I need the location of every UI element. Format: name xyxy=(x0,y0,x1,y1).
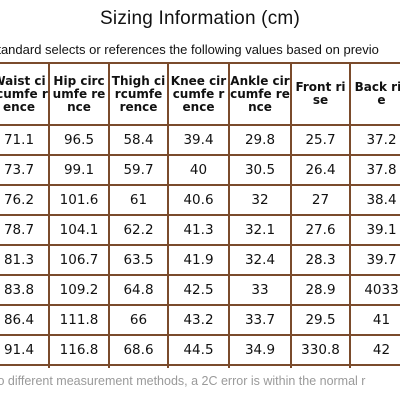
table-cell: 39.4 xyxy=(167,124,230,156)
table-cell: 42.5 xyxy=(167,274,230,306)
header-hip: Hip circumfe rence xyxy=(48,62,110,126)
table-cell: 99.1 xyxy=(48,154,110,186)
table-cell: 34.9 xyxy=(228,334,292,366)
table-cell: 27 xyxy=(290,184,351,216)
sizing-table: Waist circumfe rence Hip circumfe rence … xyxy=(0,62,400,368)
header-knee: Knee circumfe rence xyxy=(167,62,230,126)
header-thigh: Thigh circumfe rence xyxy=(108,62,169,126)
table-cell: 104.1 xyxy=(48,214,110,246)
table-cell: 41 xyxy=(349,304,400,336)
table-cell: 45.7 xyxy=(167,364,230,368)
table-cell: 330.8 xyxy=(290,334,351,366)
table-row: 73.7 99.1 59.7 40 30.5 26.4 37.8 xyxy=(0,154,400,186)
sizing-table-container: Waist circumfe rence Hip circumfe rence … xyxy=(0,62,400,368)
table-cell: 37.2 xyxy=(349,124,400,156)
table-row: 91.4 116.8 68.6 44.5 34.9 330.8 42 xyxy=(0,334,400,366)
header-front-rise: Front rise xyxy=(290,62,351,126)
table-cell: 116.8 xyxy=(48,334,110,366)
table-cell: 29.5 xyxy=(290,304,351,336)
table-row: 83.8 109.2 64.8 42.5 33 28.9 4033 xyxy=(0,274,400,306)
table-cell: 43.2 xyxy=(167,304,230,336)
table-cell: 28.3 xyxy=(290,244,351,276)
table-cell: 32 xyxy=(228,184,292,216)
table-cell: 41.9 xyxy=(167,244,230,276)
table-row: 76.2 101.6 61 40.6 32 27 38.4 xyxy=(0,184,400,216)
table-cell: 26.4 xyxy=(290,154,351,186)
table-row: 78.7 104.1 62.2 41.3 32.1 27.6 39.1 xyxy=(0,214,400,246)
table-cell: 30.5 xyxy=(228,154,292,186)
table-cell: 81.3 xyxy=(0,244,50,276)
table-cell: 96.5 xyxy=(0,364,50,368)
footer-note: to different measurement methods, a 2C e… xyxy=(0,374,366,388)
table-row: 96.5121.971.145.736.231.442.9 xyxy=(0,364,400,368)
table-cell: 39.7 xyxy=(349,244,400,276)
table-cell: 96.5 xyxy=(48,124,110,156)
table-cell: 71.1 xyxy=(108,364,169,368)
table-cell: 29.8 xyxy=(228,124,292,156)
table-cell: 42.9 xyxy=(349,364,400,368)
table-cell: 33 xyxy=(228,274,292,306)
table-cell: 27.6 xyxy=(290,214,351,246)
table-cell: 40 xyxy=(167,154,230,186)
table-row: 71.1 96.5 58.4 39.4 29.8 25.7 37.2 xyxy=(0,124,400,156)
table-cell: 25.7 xyxy=(290,124,351,156)
table-cell: 33.7 xyxy=(228,304,292,336)
subtitle-text: e standard selects or references the fol… xyxy=(0,42,379,57)
table-cell: 64.8 xyxy=(108,274,169,306)
table-cell: 71.1 xyxy=(0,124,50,156)
header-back-rise: Back rise xyxy=(349,62,400,126)
table-cell: 63.5 xyxy=(108,244,169,276)
table-cell: 41.3 xyxy=(167,214,230,246)
table-cell: 62.2 xyxy=(108,214,169,246)
header-row: Waist circumfe rence Hip circumfe rence … xyxy=(0,62,400,126)
table-cell: 76.2 xyxy=(0,184,50,216)
table-cell: 32.1 xyxy=(228,214,292,246)
table-cell: 91.4 xyxy=(0,334,50,366)
table-cell: 38.4 xyxy=(349,184,400,216)
table-cell: 32.4 xyxy=(228,244,292,276)
table-cell: 106.7 xyxy=(48,244,110,276)
table-cell: 61 xyxy=(108,184,169,216)
table-cell: 73.7 xyxy=(0,154,50,186)
table-cell: 28.9 xyxy=(290,274,351,306)
table-body: 71.1 96.5 58.4 39.4 29.8 25.7 37.2 73.7 99.1 59.7… xyxy=(0,124,400,368)
table-cell: 42 xyxy=(349,334,400,366)
table-cell: 37.8 xyxy=(349,154,400,186)
table-cell: 86.4 xyxy=(0,304,50,336)
table-cell: 68.6 xyxy=(108,334,169,366)
table-cell: 111.8 xyxy=(48,304,110,336)
table-cell: 39.1 xyxy=(349,214,400,246)
table-cell: 101.6 xyxy=(48,184,110,216)
table-cell: 44.5 xyxy=(167,334,230,366)
table-cell: 4033 xyxy=(349,274,400,306)
table-cell: 40.6 xyxy=(167,184,230,216)
table-cell: 66 xyxy=(108,304,169,336)
header-ankle: Ankle circumfe rence xyxy=(228,62,292,126)
table-cell: 59.7 xyxy=(108,154,169,186)
table-cell: 78.7 xyxy=(0,214,50,246)
table-cell: 121.9 xyxy=(48,364,110,368)
table-row: 86.4 111.8 66 43.2 33.7 29.5 41 xyxy=(0,304,400,336)
header-waist: Waist circumfe rence xyxy=(0,62,50,126)
table-cell: 31.4 xyxy=(290,364,351,368)
page-title: Sizing Information (cm) xyxy=(100,8,300,29)
table-row: 81.3 106.7 63.5 41.9 32.4 28.3 39.7 xyxy=(0,244,400,276)
table-cell: 58.4 xyxy=(108,124,169,156)
table-cell: 83.8 xyxy=(0,274,50,306)
table-cell: 109.2 xyxy=(48,274,110,306)
table-cell: 36.2 xyxy=(228,364,292,368)
